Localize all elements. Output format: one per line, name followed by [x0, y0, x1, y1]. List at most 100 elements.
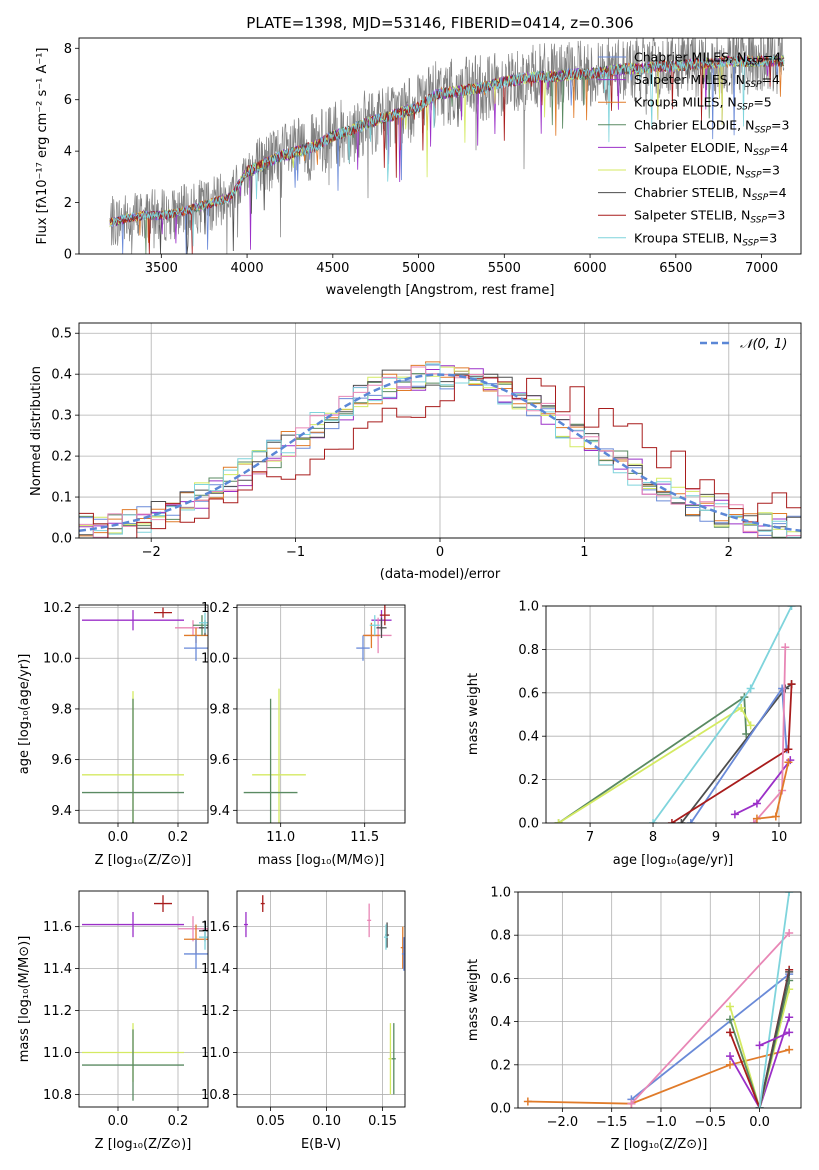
weight-vs-age-weight-marker	[752, 799, 761, 808]
mass-vs-EBV-frame	[236, 890, 406, 1108]
legend-sub: SSP	[745, 80, 762, 90]
weight-vs-Z-weight-line	[758, 892, 791, 1108]
spectrum-legend-label: Salpeter MILES, NSSP=4	[634, 72, 780, 90]
mass-vs-EBV-axes: 0.05 0.10 0.15 10.8 11.0 11.2 11.4 11.6 E(B-V)	[201, 890, 406, 1152]
chart-layer: 3500 4000 4500 5000 5500 6000 6500 7000 0 2 4 6 8 Cha…	[17, 37, 802, 1152]
residuals-xtick-label: 0	[436, 545, 444, 560]
weight-vs-age-weight-marker	[649, 819, 658, 823]
spectrum-legend-label: Chabrier ELODIE, NSSP=3	[634, 117, 789, 135]
spectrum-legend-label: Chabrier MILES, NSSP=4	[634, 50, 781, 68]
legend-sub: SSP	[737, 103, 754, 113]
weight-vs-Z-xlabel: Z [log₁₀(Z/Z⊙)]	[611, 1137, 708, 1152]
weight-vs-age-weight-marker	[746, 684, 755, 693]
age-vs-Z-frame	[78, 604, 209, 824]
weight-vs-Z-weight-line	[527, 1048, 790, 1105]
residuals-xtick-label: 2	[725, 545, 733, 560]
spectrum-xtick-label: 6500	[659, 261, 692, 276]
weight-vs-Z-weight-marker	[726, 1015, 735, 1024]
weight-vs-Z-weight-line	[758, 971, 791, 1108]
mass-vs-EBV-ytick-label: 10.8	[201, 1088, 230, 1103]
weight-vs-Z-ytick-label: 0.6	[490, 972, 511, 987]
weight-vs-age-weight-marker	[677, 819, 686, 823]
legend-tail: =3	[771, 117, 789, 132]
legend-sub: SSP	[753, 148, 770, 158]
legend-sub: SSP	[752, 193, 769, 203]
weight-vs-age-ylabel: mass weight	[466, 673, 481, 755]
weight-vs-Z-ytick-label: 0.0	[490, 1102, 511, 1117]
weight-vs-Z-weight-marker	[785, 1028, 794, 1037]
spectrum-xlabel: wavelength [Angstrom, rest frame]	[326, 283, 555, 298]
weight-vs-age-weight-marker	[784, 745, 793, 754]
weight-vs-age-ytick-label: 0.8	[518, 643, 539, 658]
weight-vs-Z-weight-marker	[726, 1052, 735, 1061]
age-vs-mass-frame	[236, 604, 406, 824]
weight-vs-Z-weight-line	[630, 932, 790, 1105]
legend-text: Salpeter MILES, N	[634, 72, 745, 87]
weight-vs-Z-ytick-label: 1.0	[490, 886, 511, 901]
residuals-ytick-label: 0.5	[51, 327, 72, 342]
legend-text: Chabrier STELIB, N	[634, 185, 752, 200]
spectrum-xtick-label: 7000	[745, 261, 778, 276]
weight-vs-age-weight-marker	[667, 819, 676, 823]
mass-vs-Z-ylabel: mass [log₁₀(M/M⊙)]	[17, 936, 32, 1063]
weight-vs-Z-weight-marker	[785, 1013, 794, 1022]
spectrum-ytick-label: 4	[64, 145, 72, 160]
weight-vs-age-ytick-label: 1.0	[518, 600, 539, 615]
weight-vs-age-ytick-label: 0.4	[518, 730, 539, 745]
weight-vs-age-ytick-label: 0.0	[518, 817, 539, 832]
legend-tail: =4	[763, 50, 781, 65]
mass-vs-EBV-ytick-label: 11.2	[201, 1004, 230, 1019]
mass-vs-Z-xlabel: Z [log₁₀(Z/Z⊙)]	[95, 1137, 192, 1152]
mass-vs-Z-plot-area	[82, 895, 208, 1101]
mass-vs-EBV-ytick-label: 11.6	[201, 920, 230, 935]
legend-sub: SSP	[750, 216, 767, 226]
weight-vs-Z-weight-marker	[785, 967, 794, 976]
mass-vs-EBV-ytick-label: 11.0	[201, 1046, 230, 1061]
residual-histogram	[79, 375, 801, 538]
weight-vs-Z-weight-marker	[785, 1045, 794, 1054]
weight-vs-Z-weight-marker	[726, 1060, 735, 1069]
weight-vs-age-axes: 7 8 9 10 0.0 0.2 0.4 0.6 0.8 1.0 age [log₁₀(age/yr…	[466, 600, 802, 868]
age-vs-mass-ytick-label: 9.8	[209, 702, 230, 717]
legend-text: Chabrier MILES, N	[634, 50, 746, 65]
weight-vs-Z-weight-line	[729, 980, 791, 1108]
legend-text: Kroupa ELODIE, N	[634, 163, 745, 178]
weight-vs-Z-ylabel: mass weight	[466, 959, 481, 1041]
weight-vs-age-ytick-label: 0.2	[518, 773, 539, 788]
weight-vs-Z-weight-marker	[785, 892, 794, 896]
gaussian-curve	[79, 373, 801, 533]
mass-vs-Z-ytick-label: 11.6	[43, 920, 72, 935]
age-vs-Z-plot-area	[82, 607, 208, 823]
weight-vs-age-ytick-label: 0.6	[518, 686, 539, 701]
mass-vs-EBV-ytick-label: 11.4	[201, 962, 230, 977]
mass-vs-EBV-xlabel: E(B-V)	[301, 1137, 341, 1152]
spectrum-ytick-label: 8	[64, 42, 72, 57]
weight-vs-age-weight-marker	[787, 680, 796, 689]
weight-vs-Z-xtick-label: 0.0	[749, 1115, 770, 1130]
legend-text: Salpeter STELIB, N	[634, 208, 750, 223]
weight-vs-age-frame	[545, 605, 802, 824]
mass-vs-EBV-plot-area	[243, 895, 405, 1095]
legend-sub: SSP	[742, 238, 759, 248]
weight-vs-Z-weight-marker	[726, 1028, 735, 1037]
weight-vs-Z-weight-marker	[523, 1097, 532, 1106]
residuals-xlabel: (data-model)/error	[380, 567, 501, 582]
weight-vs-age-weight-marker	[781, 643, 790, 652]
spectrum-xtick-label: 5000	[402, 261, 435, 276]
age-vs-mass-xtick-label: 11.5	[350, 830, 379, 845]
residuals-ylabel: Normed distribution	[29, 366, 44, 496]
residuals-xtick-label: −2	[142, 545, 161, 560]
age-vs-Z-ytick-label: 10.0	[43, 652, 72, 667]
spectrum-xtick-label: 6000	[574, 261, 607, 276]
residuals-plot-area	[79, 361, 801, 538]
weight-vs-age-weight-marker	[686, 819, 695, 823]
weight-vs-Z-ytick-label: 0.4	[490, 1015, 511, 1030]
weight-vs-Z-xtick-label: −1.5	[596, 1115, 628, 1130]
spectrum-ytick-label: 0	[64, 248, 72, 263]
age-vs-mass-ytick-label: 10.2	[201, 601, 230, 616]
weight-vs-Z-xtick-label: −1.0	[645, 1115, 677, 1130]
age-vs-mass-ytick-label: 9.4	[209, 804, 230, 819]
mass-vs-Z-ytick-label: 11.4	[43, 962, 72, 977]
age-vs-mass-axes: 11.0 11.5 9.4 9.6 9.8 10.0 10.2 mass [log₁₀(M/M…	[201, 601, 406, 868]
residuals-xtick-label: 1	[580, 545, 588, 560]
